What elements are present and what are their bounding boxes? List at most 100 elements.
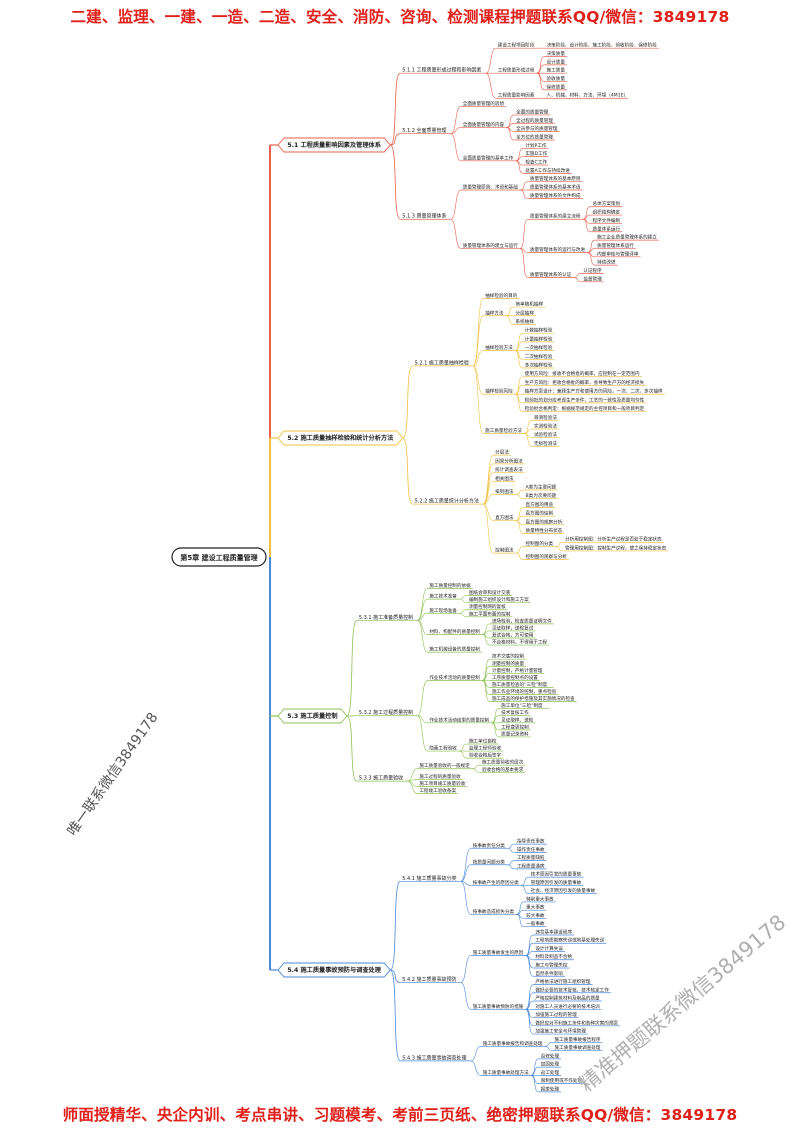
leaf-node[interactable]: 全方位的质量管理	[514, 133, 555, 140]
branch-node[interactable]: 材料、构配件的质量控制	[427, 628, 482, 635]
leaf-node[interactable]: 工程质量通病	[514, 862, 547, 869]
branch-node[interactable]: 施工技术准备	[427, 593, 459, 600]
leaf-node[interactable]: 直方图的用途	[523, 501, 556, 508]
leaf-node[interactable]: 返工处理	[538, 1069, 562, 1076]
leaf-node[interactable]: 无损检测法	[531, 440, 559, 447]
leaf-node[interactable]: 操作责任事故	[514, 846, 547, 853]
branch-node[interactable]: 按事故造成损失分类	[470, 908, 517, 915]
leaf-node[interactable]: 特别重大事故	[524, 895, 556, 902]
leaf-node[interactable]: 认证程序	[581, 267, 604, 274]
branch-node[interactable]: 5.1.2 全面质量管理	[400, 127, 451, 134]
branch-node[interactable]: 质量管理体系的建立与运行	[460, 242, 520, 249]
leaf-node[interactable]: 验收质量	[544, 75, 567, 82]
branch-node[interactable]: 施工质量事故发生的原因	[470, 949, 526, 956]
leaf-node[interactable]: 施工项目竣工质量验收	[417, 780, 468, 787]
leaf-node[interactable]: 加强施工过程的管理	[533, 1011, 579, 1018]
leaf-node[interactable]: 施工质量验收的层次	[479, 759, 526, 766]
leaf-node[interactable]: 施工单位自检	[466, 738, 499, 745]
leaf-node[interactable]: 工程质量缺陷	[514, 854, 547, 861]
leaf-node[interactable]: 抽样方案设计：兼顾生产方和使用方的风险，一次、二次、多次抽样	[522, 388, 665, 395]
leaf-node[interactable]: 施工企业质量管理体系的建立	[595, 234, 659, 241]
leaf-node[interactable]: 质量体系运行	[590, 225, 623, 232]
leaf-node[interactable]: 施工质量事故调查处理	[552, 1044, 603, 1051]
leaf-node[interactable]: 持续改进	[595, 259, 618, 266]
branch-node[interactable]: 抽样检验方法	[483, 344, 515, 351]
leaf-node[interactable]: 验收合格的基本要求	[479, 766, 526, 773]
leaf-node[interactable]: 管理用控制图：控制生产过程，使之保持稳定状态	[563, 544, 669, 551]
branch-node[interactable]: 直方图法	[493, 514, 516, 521]
leaf-node[interactable]: 分层抽样	[513, 309, 536, 316]
leaf-node[interactable]: 质量记录资料	[499, 730, 531, 737]
leaf-node[interactable]: 全员参与的质量管理	[514, 125, 560, 132]
leaf-node[interactable]: 计量抽样检验	[522, 335, 555, 342]
leaf-node[interactable]: 验收合格后签字	[466, 752, 504, 759]
leaf-node[interactable]: 计划P工作	[523, 142, 549, 149]
branch-node[interactable]: 全面质量管理的内容	[460, 121, 507, 128]
leaf-node[interactable]: 图纸会审和设计交底	[466, 589, 513, 596]
leaf-node[interactable]: 技术原因引发的质量事故	[528, 871, 584, 878]
branch-node[interactable]: 5.2.1 施工质量抽样检验	[412, 359, 474, 366]
leaf-node[interactable]: 质量管理体系的基本术语	[527, 184, 583, 191]
leaf-node[interactable]: 二次抽样检验	[522, 353, 555, 360]
branch-node[interactable]: 质量管理体系的运行与改进	[527, 246, 588, 253]
leaf-node[interactable]: 施工成品的保护措施及其实施情况的检查	[489, 695, 577, 702]
leaf-node[interactable]: 施工质量事故报告程序	[552, 1036, 603, 1043]
leaf-node[interactable]: 人、机械、材料、方法、环境（4M1E）	[544, 92, 629, 99]
leaf-node[interactable]: 简单随机抽样	[513, 301, 546, 308]
leaf-node[interactable]: 目测检验法	[531, 414, 559, 421]
branch-node[interactable]: 5.1.1 工程质量形成过程和影响因素	[400, 67, 486, 74]
leaf-node[interactable]: 返修处理	[538, 1052, 562, 1059]
leaf-node[interactable]: 对施工人员进行必要的技术培训	[533, 1003, 602, 1010]
branch-node[interactable]: 施工现场准备	[427, 607, 459, 614]
leaf-node[interactable]: 检查C工作	[523, 159, 549, 166]
leaf-node[interactable]: 工程变更控制	[499, 723, 531, 730]
leaf-node[interactable]: 实测检验法	[531, 423, 559, 430]
leaf-node[interactable]: 质量特性分布状态	[523, 527, 565, 534]
branch-node[interactable]: 全面质量管理的基本工作	[460, 154, 516, 161]
leaf-node[interactable]: 组织结构确定	[590, 209, 623, 216]
leaf-node[interactable]: 施工与管理失控	[533, 962, 570, 969]
branch-node[interactable]: 控制图的分类	[523, 540, 556, 547]
leaf-node[interactable]: 技术复核工作	[499, 709, 531, 716]
leaf-node[interactable]: 计量控制，严格计量管理	[489, 667, 545, 674]
leaf-node[interactable]: 控制图的观察与分析	[523, 553, 569, 560]
section-node-2[interactable]: 5.2 施工质量抽样检验和统计分析方法	[277, 430, 404, 446]
branch-node[interactable]: 抽样方法	[483, 309, 506, 316]
branch-node[interactable]: 作业技术活动的质量控制	[427, 674, 482, 681]
leaf-node[interactable]: 使用方风险：接收不合格批的概率，应控制在一定范围内	[522, 370, 642, 377]
leaf-node[interactable]: 施工机械设备的质量控制	[427, 646, 482, 653]
branch-node[interactable]: 5.4.1 施工质量事故分类	[400, 875, 461, 882]
leaf-node[interactable]: 违背基本建设程序	[533, 928, 575, 935]
leaf-node[interactable]: 报废处理	[538, 1085, 562, 1092]
branch-node[interactable]: 5.4.3 施工质量事故调查处理	[400, 1054, 471, 1061]
leaf-node[interactable]: 工序质量控制点的设置	[489, 674, 540, 681]
leaf-node[interactable]: 分析用控制图：分析生产过程是否处于稳定状态	[563, 536, 664, 543]
leaf-node[interactable]: 编制施工组织设计和施工方案	[466, 596, 531, 603]
branch-node[interactable]: 施工质量检验方法	[483, 427, 524, 434]
leaf-node[interactable]: 做好应对不利施工条件和各种灾害的预案	[533, 1019, 621, 1026]
leaf-node[interactable]: 系统抽样	[513, 318, 536, 325]
leaf-node[interactable]: 检验批合格判定：根据规范规定的主控项目和一般项目判定	[522, 405, 647, 412]
leaf-node[interactable]: 工程竣工验收备案	[417, 787, 459, 794]
leaf-node[interactable]: 施工质量控制的依据	[427, 582, 473, 589]
branch-node[interactable]: 按质量问题分类	[470, 858, 507, 865]
leaf-node[interactable]: 施工单位“三检”制度	[499, 702, 550, 709]
leaf-node[interactable]: 管理原因引发的质量事故	[528, 879, 584, 886]
leaf-node[interactable]: 见证取样、送检	[499, 716, 536, 723]
branch-node[interactable]: 质量管理原则、术语和基础	[460, 184, 520, 191]
branch-node[interactable]: 工程质量形成过程	[495, 67, 537, 74]
leaf-node[interactable]: 相关图法	[493, 475, 516, 482]
leaf-node[interactable]: 监督管理	[581, 275, 604, 282]
leaf-node[interactable]: 一次抽样检验	[522, 344, 555, 351]
leaf-node[interactable]: 生产方风险：拒收合格批的概率，会导致生产方的经济损失	[522, 379, 647, 386]
leaf-node[interactable]: 试验检验法	[531, 431, 559, 438]
leaf-node[interactable]: 检验批的划分应考虑生产条件、工艺的一致性及质量均匀性	[522, 396, 647, 403]
leaf-node[interactable]: 严格控制建筑材料及制品的质量	[533, 995, 602, 1002]
leaf-node[interactable]: 做好必要的技术复核、技术核定工作	[533, 986, 611, 993]
leaf-node[interactable]: 设计质量	[544, 58, 567, 65]
branch-node[interactable]: 排列图法	[493, 488, 516, 495]
branch-node[interactable]: 5.2.2 施工质量统计分析方法	[412, 498, 484, 505]
branch-node[interactable]: 5.3.1 施工准备质量控制	[356, 614, 418, 621]
leaf-node[interactable]: 进场检验，检查质量证明文件	[489, 617, 554, 624]
leaf-node[interactable]: 见证取样，送检复试	[489, 624, 536, 631]
